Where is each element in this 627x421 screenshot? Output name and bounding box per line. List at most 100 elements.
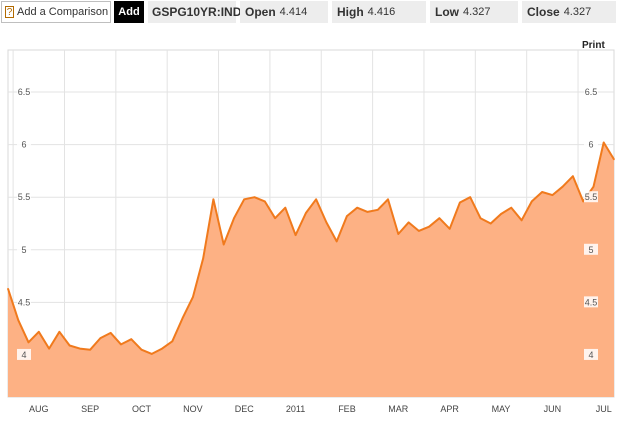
x-tick-label: SEP — [81, 404, 99, 414]
x-tick-label: JUN — [544, 404, 562, 414]
data-point — [582, 200, 584, 203]
x-tick-label: DEC — [235, 404, 255, 414]
data-point — [274, 217, 276, 219]
high-stat: High 4.416 — [332, 1, 426, 23]
y-tick-label-bg — [17, 86, 31, 98]
x-tick-label: APR — [440, 404, 459, 414]
data-point — [356, 206, 359, 209]
y-tick-label-left: 5 — [21, 245, 26, 255]
data-point — [428, 225, 430, 228]
data-point — [407, 221, 410, 224]
toolbar: ? Add a Comparison Add GSPG10YR:IND Open… — [0, 0, 627, 24]
data-point — [130, 338, 133, 341]
area-fill — [8, 142, 614, 397]
y-tick-label-bg — [17, 348, 31, 360]
x-tick-label: OCT — [132, 404, 152, 414]
x-tick-label: NOV — [183, 404, 203, 414]
data-point — [284, 206, 287, 209]
data-point — [202, 257, 204, 260]
x-tick-label: MAR — [388, 404, 409, 414]
low-stat: Low 4.327 — [430, 1, 518, 23]
price-line — [7, 141, 615, 355]
y-tick-label-left: 4.5 — [18, 297, 31, 307]
add-comparison-label: Add a Comparison — [17, 6, 109, 18]
data-point — [531, 200, 533, 203]
data-point — [520, 219, 523, 222]
data-point — [27, 341, 30, 344]
data-point — [305, 212, 307, 214]
y-tick-label-bg — [584, 86, 598, 98]
data-point — [479, 217, 482, 219]
y-tick-label-left: 6 — [21, 140, 26, 150]
low-value: 4.327 — [463, 6, 491, 18]
data-point — [387, 198, 389, 201]
data-point — [561, 185, 564, 188]
data-point — [68, 344, 71, 347]
data-point — [233, 217, 235, 219]
x-tick-label: FEB — [338, 404, 356, 414]
y-tick-label-right: 5 — [588, 245, 593, 255]
open-stat: Open 4.414 — [240, 1, 328, 23]
data-point — [346, 215, 348, 217]
data-point — [212, 198, 215, 201]
y-tick-label-bg — [584, 243, 598, 255]
y-tick-label-right: 4.5 — [585, 297, 598, 307]
y-tick-label-bg — [17, 243, 31, 255]
data-point — [294, 234, 297, 236]
data-point — [192, 296, 194, 298]
y-tick-label-left: 4 — [21, 350, 26, 360]
close-value: 4.327 — [563, 6, 592, 18]
data-point — [48, 347, 50, 350]
x-tick-label: AUG — [29, 404, 49, 414]
y-tick-label-right: 6 — [588, 140, 593, 150]
data-point — [7, 287, 9, 290]
y-tick-label-right: 4 — [588, 350, 593, 360]
data-point — [171, 340, 174, 343]
open-label: Open — [245, 5, 276, 19]
high-value: 4.416 — [367, 6, 396, 18]
y-tick-label-left: 5.5 — [18, 192, 31, 202]
data-point — [38, 331, 40, 333]
data-point — [79, 347, 81, 350]
print-link[interactable]: Print — [582, 40, 605, 51]
data-point — [613, 158, 615, 161]
data-point — [592, 185, 595, 188]
y-tick-label-bg — [584, 296, 598, 308]
data-point — [89, 348, 91, 351]
high-label: High — [337, 5, 364, 19]
data-point — [161, 347, 163, 350]
data-point — [120, 343, 122, 346]
y-tick-label-bg — [584, 191, 598, 203]
x-tick-label: MAY — [492, 404, 511, 414]
data-point — [438, 217, 441, 219]
data-point — [500, 213, 502, 215]
data-point — [109, 332, 112, 334]
y-tick-label-left: 6.5 — [18, 87, 31, 97]
data-point — [551, 194, 554, 196]
low-label: Low — [435, 5, 459, 19]
ticker-symbol: GSPG10YR:IND — [148, 1, 241, 23]
data-point — [99, 337, 102, 339]
data-point — [315, 198, 317, 201]
y-tick-label-bg — [584, 138, 598, 150]
data-point — [510, 206, 513, 209]
y-tick-label-bg — [584, 348, 598, 360]
y-tick-label-bg — [17, 296, 31, 308]
data-point — [222, 243, 225, 246]
data-point — [253, 196, 256, 198]
data-point — [335, 240, 338, 243]
add-comparison-input[interactable]: ? Add a Comparison — [1, 1, 111, 23]
data-point — [397, 233, 400, 235]
data-point — [151, 353, 153, 355]
open-value: 4.414 — [279, 6, 308, 18]
data-point — [58, 331, 61, 333]
data-point — [489, 222, 492, 225]
data-point — [181, 317, 184, 319]
data-point — [418, 230, 420, 232]
data-point — [325, 221, 328, 224]
help-icon[interactable]: ? — [5, 6, 14, 18]
add-comparison-button[interactable]: Add — [114, 1, 144, 23]
y-tick-label-right: 6.5 — [585, 87, 598, 97]
data-point — [366, 211, 369, 213]
